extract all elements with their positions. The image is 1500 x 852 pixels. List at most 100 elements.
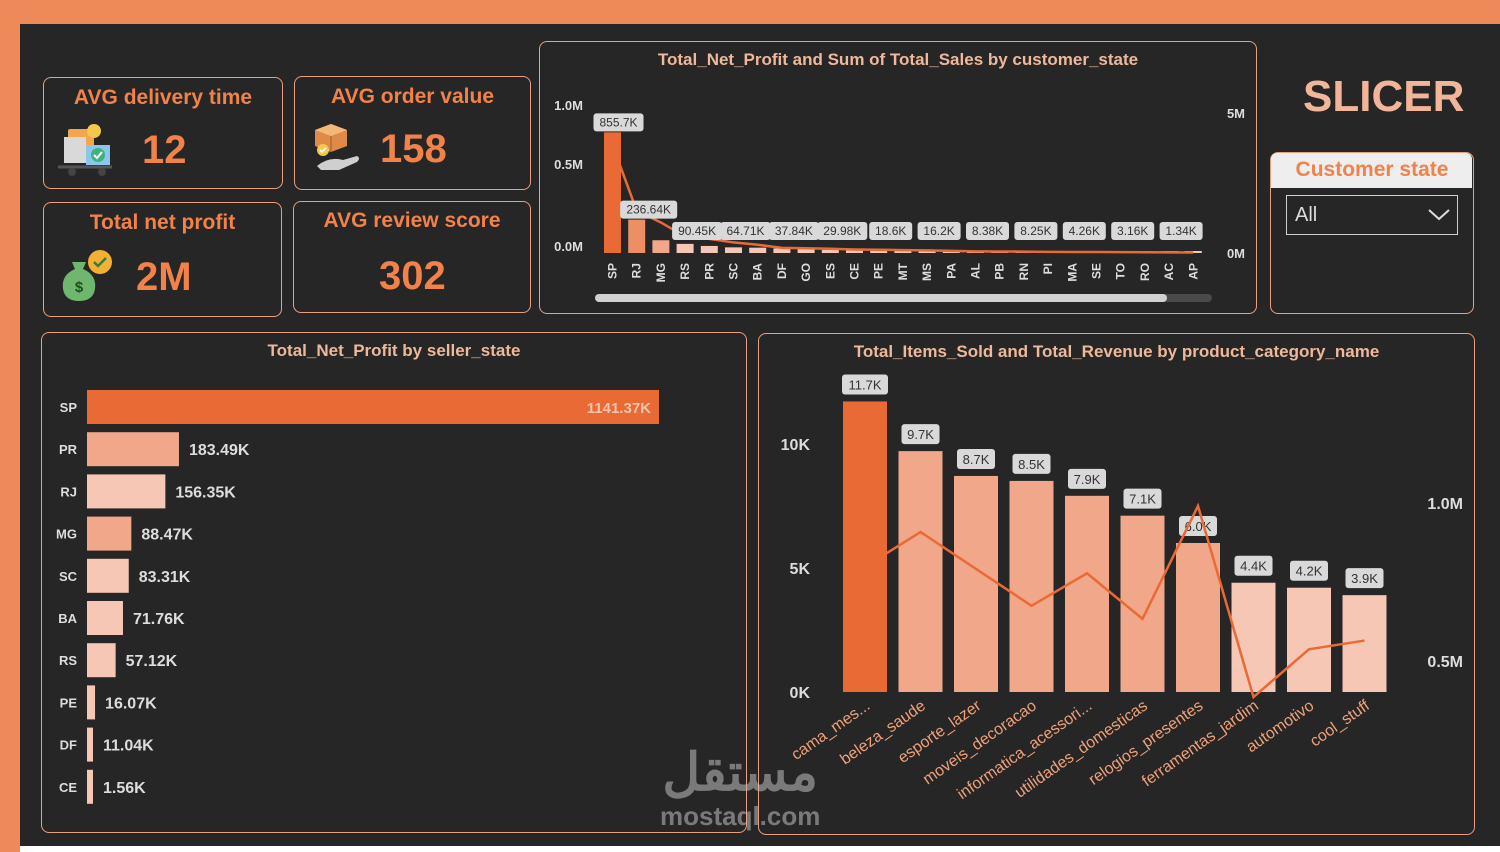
kpi-card-delivery-time: AVG delivery time 12 bbox=[43, 77, 283, 189]
data-label: 7.9K bbox=[1074, 472, 1101, 487]
bar bbox=[87, 727, 93, 762]
bar bbox=[87, 558, 129, 593]
data-label: 1.34K bbox=[1165, 224, 1196, 238]
bar bbox=[1231, 582, 1276, 692]
chart-title: Total_Items_Sold and Total_Revenue by pr… bbox=[853, 342, 1380, 361]
y-tick-label: 5K bbox=[790, 561, 811, 578]
kpi-card-net-profit: Total net profit $ 2M bbox=[43, 202, 282, 317]
y-tick-label: 1.0M bbox=[554, 98, 583, 113]
dropdown-selected-value: All bbox=[1295, 204, 1318, 226]
y-tick-label: DF bbox=[60, 738, 77, 753]
x-tick-label: BA bbox=[751, 263, 765, 281]
chart-title: Total_Net_Profit by seller_state bbox=[267, 341, 521, 360]
kpi-card-order-value: AVG order value 158 bbox=[294, 76, 531, 190]
x-tick-label: PI bbox=[1041, 263, 1055, 274]
bar bbox=[628, 219, 646, 253]
data-label-bg bbox=[1068, 468, 1106, 489]
data-label: 4.26K bbox=[1069, 224, 1100, 238]
slicer-label-bar bbox=[1271, 153, 1472, 188]
bar bbox=[898, 451, 943, 692]
kpi-title: Total net profit bbox=[89, 211, 236, 234]
data-label: 16.07K bbox=[105, 695, 157, 712]
data-label: 8.25K bbox=[1020, 224, 1051, 238]
data-label: 236.64K bbox=[626, 203, 671, 217]
data-label: 1.56K bbox=[103, 780, 146, 797]
bar bbox=[773, 248, 791, 253]
y-right-tick-label: 1.0M bbox=[1427, 496, 1463, 513]
kpi-value: 158 bbox=[380, 127, 447, 171]
kpi-title: AVG order value bbox=[331, 85, 494, 108]
data-label: 37.84K bbox=[775, 224, 813, 238]
y-right-tick-label: 0.5M bbox=[1427, 654, 1463, 671]
kpi-value: 12 bbox=[142, 128, 187, 172]
delivery-cart-icon bbox=[58, 124, 112, 176]
data-label: 183.49K bbox=[189, 442, 250, 459]
x-tick-label: AC bbox=[1162, 263, 1176, 281]
data-label: 3.9K bbox=[1351, 571, 1378, 586]
data-label-bg bbox=[817, 222, 868, 240]
x-tick-label: MS bbox=[920, 263, 934, 281]
x-tick-label: DF bbox=[775, 263, 789, 279]
x-tick-label: PR bbox=[702, 263, 716, 280]
x-tick-label: cool_stuff bbox=[1307, 697, 1373, 750]
data-label-bg bbox=[1290, 560, 1328, 581]
bar bbox=[846, 250, 863, 253]
bar bbox=[1176, 543, 1220, 692]
data-label: 8.38K bbox=[972, 224, 1003, 238]
x-tick-label: SP bbox=[606, 263, 620, 279]
chart-customer-state-panel: Total_Net_Profit and Sum of Total_Sales … bbox=[539, 41, 1257, 314]
x-tick-label: MA bbox=[1065, 263, 1079, 282]
data-label: 1141.37K bbox=[587, 400, 651, 417]
svg-text:$: $ bbox=[75, 279, 84, 296]
bar bbox=[87, 390, 659, 424]
x-tick-label: ES bbox=[823, 263, 837, 279]
bar bbox=[87, 432, 179, 467]
bar bbox=[652, 240, 670, 253]
data-label-bg bbox=[901, 424, 940, 445]
money-bag-icon: $ bbox=[62, 250, 112, 301]
data-label: 7.1K bbox=[1129, 492, 1156, 507]
data-label: 9.7K bbox=[907, 427, 934, 442]
y-tick-label: SP bbox=[60, 400, 78, 415]
x-tick-label: PE bbox=[872, 263, 886, 279]
chart-customer-state: 1.0M 0.5M 0.0M 5M 0M SP RJ MG RS PR SC BA DF GO ES CE PE… bbox=[554, 98, 1245, 302]
data-label-bg bbox=[842, 374, 888, 395]
kpi-value: 2M bbox=[136, 255, 192, 299]
customer-state-dropdown[interactable]: All bbox=[1286, 195, 1458, 235]
x-tick-label: CE bbox=[848, 263, 862, 280]
chart-seller-state: SP 1141.37K PR 183.49K RJ 156.35K MG 88.47K SC 83… bbox=[56, 390, 659, 804]
x-tick-label: GO bbox=[799, 263, 813, 282]
data-label-bg bbox=[1123, 488, 1162, 509]
data-label-bg bbox=[917, 222, 961, 240]
x-tick-label: AL bbox=[969, 263, 983, 279]
chart-title: Total_Net_Profit and Sum of Total_Sales … bbox=[657, 50, 1139, 69]
watermark: مستقل mostaql.com bbox=[660, 745, 820, 832]
data-label-bg bbox=[1159, 222, 1203, 240]
bar bbox=[676, 243, 694, 253]
data-label-bg bbox=[1111, 222, 1155, 240]
data-label-bg bbox=[1234, 555, 1273, 576]
x-tick-label: RO bbox=[1138, 263, 1152, 281]
data-label: 3.16K bbox=[1117, 224, 1148, 238]
x-tick-label: PB bbox=[993, 263, 1007, 280]
x-tick-label: SC bbox=[727, 263, 741, 280]
data-label: 57.12K bbox=[126, 653, 178, 670]
data-label: 90.45K bbox=[678, 224, 716, 238]
kpi-card-review-score: AVG review score 302 bbox=[293, 201, 531, 313]
data-label-bg bbox=[1012, 453, 1051, 474]
left-accent-bar bbox=[0, 24, 20, 852]
y-right-tick-label: 5M bbox=[1227, 106, 1245, 121]
bar bbox=[918, 250, 936, 253]
data-label-bg bbox=[1014, 222, 1058, 240]
x-tick-label: RN bbox=[1017, 263, 1031, 280]
data-label: 11.04K bbox=[103, 738, 154, 755]
kpi-title: AVG review score bbox=[323, 209, 501, 232]
data-label: 4.2K bbox=[1296, 564, 1323, 579]
package-hand-icon bbox=[315, 124, 359, 170]
scrollbar-thumb[interactable] bbox=[595, 294, 1167, 302]
x-tick-label: SE bbox=[1090, 263, 1104, 279]
x-tick-label: TO bbox=[1114, 263, 1128, 279]
y-tick-label: 0.0M bbox=[554, 239, 583, 254]
bar bbox=[749, 247, 767, 253]
x-tick-label: MT bbox=[896, 262, 910, 280]
